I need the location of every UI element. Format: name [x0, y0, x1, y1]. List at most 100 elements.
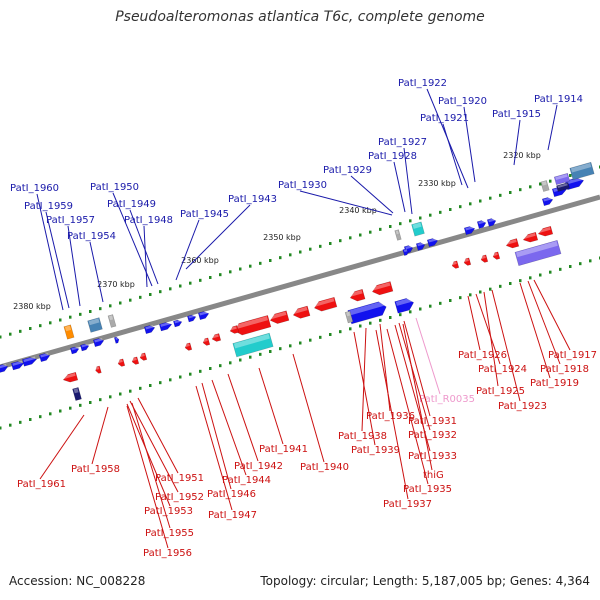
reverse-gene-arrow [492, 251, 501, 260]
svg-text:PatI_1938: PatI_1938 [338, 431, 387, 442]
feature-box [569, 161, 595, 181]
reverse-gene-label: PatI_1940 [292, 353, 349, 473]
svg-text:PatI_1919: PatI_1919 [530, 378, 579, 389]
track-dot [449, 299, 452, 302]
track-dot [449, 208, 452, 211]
reverse-gene-label: PatI_1941 [258, 367, 308, 455]
reverse-gene-label: PatI_1955 [131, 402, 194, 539]
svg-text:PatI_1952: PatI_1952 [155, 492, 204, 503]
track-dot [589, 259, 592, 263]
track-dot [539, 182, 542, 186]
reverse-gene-label: PatI_1926 [458, 295, 507, 361]
track-dot [419, 216, 422, 220]
forward-gene-arrow [143, 325, 156, 335]
forward-gene-label: PatI_1945 [175, 209, 229, 281]
track-dot [579, 262, 582, 266]
lower-tick-track [0, 256, 600, 430]
track-dot [289, 253, 292, 257]
forward-gene-arrow [0, 364, 9, 374]
track-dot [539, 273, 542, 277]
track-dot [59, 318, 62, 322]
svg-text:PatI_1944: PatI_1944 [222, 475, 271, 486]
track-dot [149, 384, 152, 387]
track-dot [459, 296, 462, 300]
svg-text:PatI_1957: PatI_1957 [46, 215, 95, 226]
track-dot [199, 369, 202, 373]
forward-gene-label: PatI_1914 [534, 94, 583, 151]
track-dot [349, 327, 352, 331]
reverse-gene-label: PatI_1919 [519, 282, 579, 389]
svg-text:PatI_1954: PatI_1954 [67, 231, 116, 242]
track-dot [319, 335, 322, 339]
track-dot [469, 202, 472, 206]
reverse-gene-arrow [234, 315, 272, 336]
svg-text:PatI_1953: PatI_1953 [144, 506, 193, 517]
reverse-gene-label: PatI_1931 [403, 320, 457, 427]
reverse-gene-arrow [211, 333, 222, 342]
svg-text:PatI_1960: PatI_1960 [10, 183, 59, 194]
track-dot [299, 250, 302, 254]
track-dot [159, 381, 162, 385]
reverse-gene-arrow [505, 238, 520, 249]
track-dot [199, 278, 202, 282]
track-dot [109, 395, 112, 399]
feature-box [553, 172, 571, 186]
track-dot [69, 406, 72, 410]
reverse-gene-label: PatI_1947 [195, 385, 257, 521]
svg-text:PatI_1951: PatI_1951 [155, 473, 204, 484]
track-dot [79, 312, 82, 316]
track-dot [489, 196, 492, 200]
reverse-gene-arrow [229, 325, 240, 334]
reverse-gene-arrow [537, 225, 554, 237]
reverse-gene-arrow [372, 281, 394, 296]
reverse-gene-label: PatI_1952 [129, 400, 204, 503]
track-dot [499, 193, 502, 197]
reverse-gene-arrow [95, 365, 102, 374]
svg-text:PatI_1925: PatI_1925 [476, 386, 525, 397]
svg-text:PatI_1930: PatI_1930 [278, 180, 327, 191]
track-dot [339, 330, 342, 334]
track-dot [269, 259, 272, 262]
forward-gene-arrow [402, 248, 409, 256]
track-dot [119, 301, 122, 305]
track-dot [309, 338, 312, 342]
track-dot [409, 310, 412, 314]
kbp-tick-labels: 2320 kbp 2330 kbp 2340 kbp 2350 kbp 2360 kbp… [13, 151, 541, 311]
summary-text: Topology: circular; Length: 5,187,005 bp… [260, 574, 590, 588]
track-dot [409, 219, 412, 223]
track-dot [569, 265, 572, 268]
reverse-gene-label: PatI_1924 [475, 293, 527, 375]
forward-gene-label: PatI_1954 [67, 231, 116, 303]
forward-gene-arrow [476, 220, 487, 229]
svg-text:PatI_1915: PatI_1915 [492, 109, 541, 120]
track-dot [129, 298, 132, 302]
reverse-gene-label: PatI_1961 [17, 414, 85, 490]
forward-gene-arrow [113, 336, 120, 344]
reverse-gene-label: PatI_1917 [533, 279, 597, 361]
track-dot [419, 307, 422, 311]
track-dot [369, 321, 372, 325]
tick-label: 2380 kbp [13, 302, 51, 311]
track-dot [249, 355, 252, 359]
tick-label: 2340 kbp [339, 206, 377, 215]
forward-gene-arrow [92, 338, 105, 348]
reverse-gene-arrow [269, 310, 290, 324]
track-dot [9, 332, 12, 336]
reverse-gene-arrow [184, 342, 193, 351]
track-dot [119, 392, 122, 396]
svg-text:PatI_1933: PatI_1933 [408, 451, 457, 462]
track-dot [529, 185, 532, 189]
forward-gene-arrow [394, 297, 414, 314]
track-dot [439, 210, 442, 214]
forward-gene-label: PatI_1950 [90, 182, 153, 287]
track-dot [299, 341, 302, 345]
track-dot [19, 329, 22, 333]
feature-box [556, 182, 570, 192]
feature-box [344, 310, 354, 324]
forward-gene-label: PatI_1959 [24, 201, 73, 309]
svg-text:PatI_1955: PatI_1955 [145, 528, 194, 539]
track-dot [339, 239, 342, 243]
feature-box [87, 317, 103, 333]
tick-label: 2320 kbp [503, 151, 541, 160]
track-dot [499, 284, 502, 288]
